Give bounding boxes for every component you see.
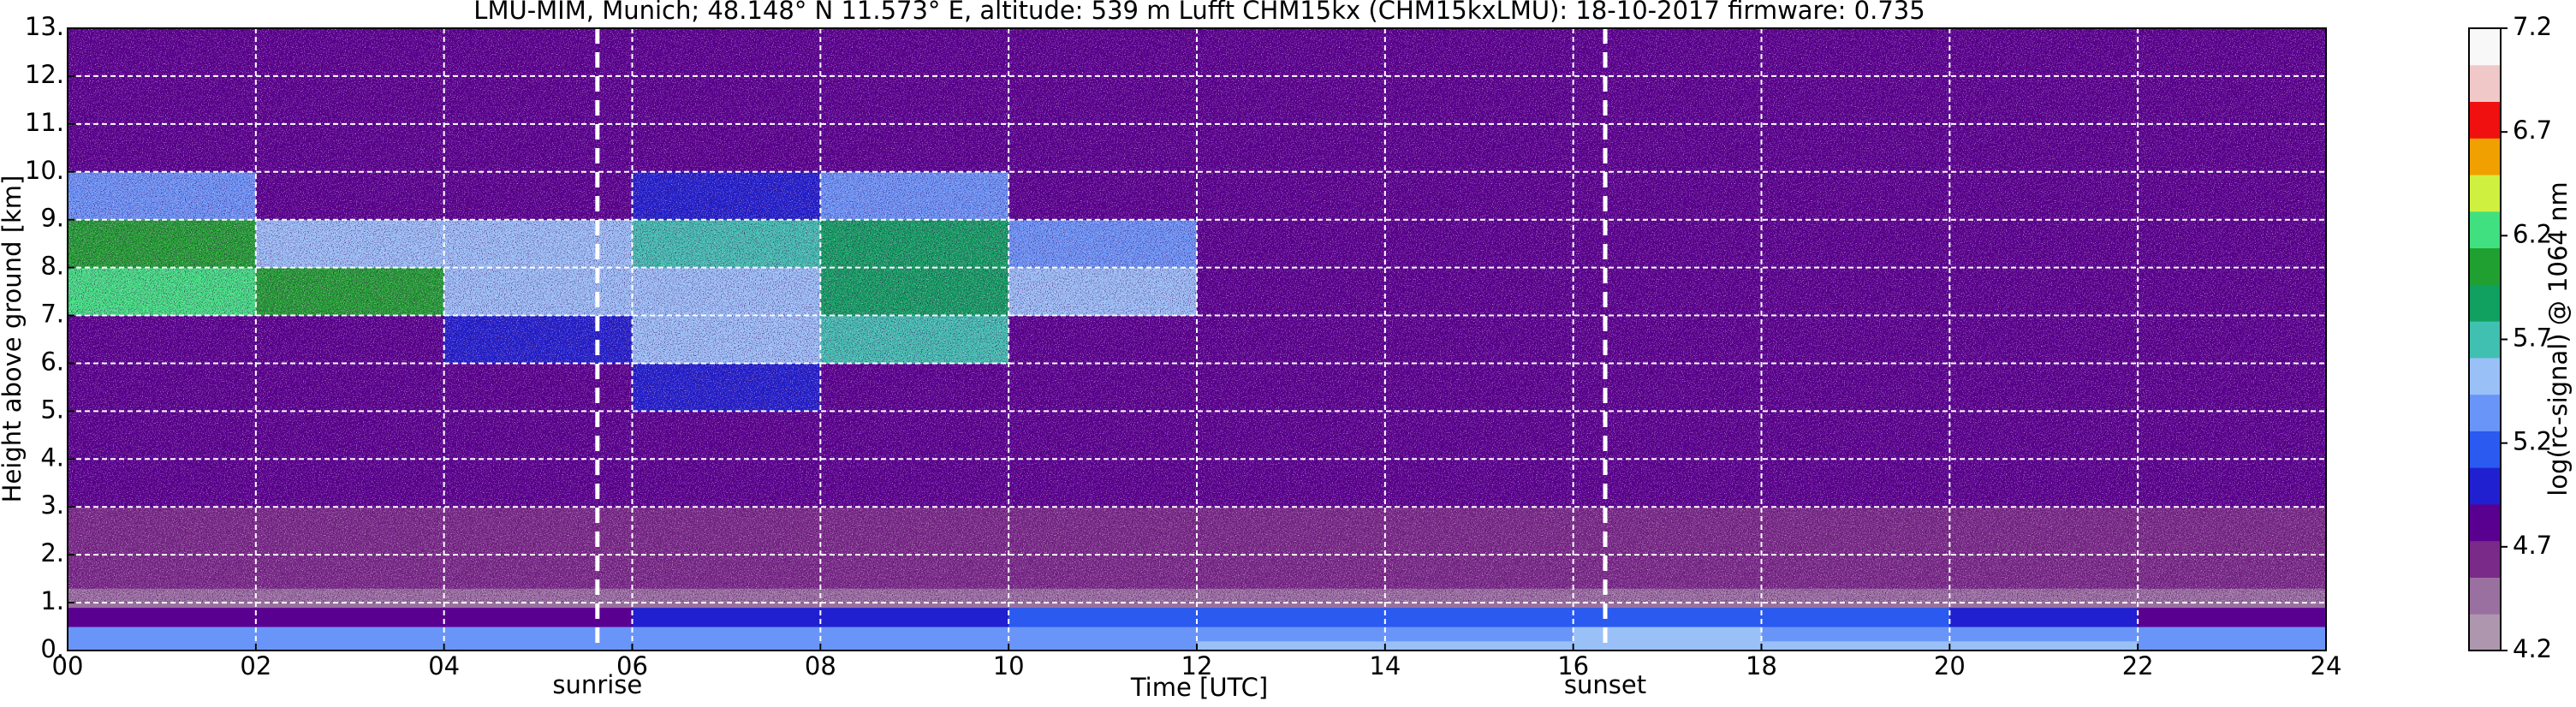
heatmap-cell <box>1197 607 1386 627</box>
heatmap-cell <box>1761 607 1950 627</box>
x-tick-label: 14 <box>1369 651 1401 680</box>
colorbar-swatch <box>2469 64 2501 103</box>
heatmap-cell <box>1197 627 1386 642</box>
heatmap-cell <box>2138 607 2326 627</box>
heatmap-cell <box>2138 640 2326 651</box>
heatmap-cell <box>1384 640 1574 651</box>
y-tick-label: 8. <box>40 252 64 281</box>
colorbar-swatch <box>2469 540 2501 578</box>
heatmap-cell <box>632 640 821 651</box>
colorbar-tick-label: 4.2 <box>2513 634 2552 663</box>
x-tick-label: 08 <box>805 651 836 680</box>
y-tick-label: 10. <box>25 156 64 185</box>
colorbar-swatch <box>2469 321 2501 359</box>
x-axis-label: Time [UTC] <box>1130 673 1268 702</box>
colorbar-swatch <box>2469 357 2501 395</box>
colorbar-swatch <box>2469 138 2501 175</box>
colorbar-swatch <box>2469 175 2501 212</box>
heatmap-cell <box>1761 627 1950 642</box>
heatmap-cell <box>68 640 257 651</box>
heatmap-cell <box>2138 627 2326 642</box>
y-tick-label: 5. <box>40 395 64 424</box>
heatmap-cell <box>443 607 633 627</box>
x-tick-label: 22 <box>2122 651 2154 680</box>
y-tick-label: 4. <box>40 443 64 472</box>
heatmap-cell <box>1197 640 1386 651</box>
y-tick-label: 6. <box>40 347 64 376</box>
heatmap-cell <box>1573 607 1762 627</box>
heatmap-cell <box>443 627 633 642</box>
heatmap-cell <box>820 640 1009 651</box>
heatmap-cell <box>1008 607 1198 627</box>
heatmap-cell <box>632 607 821 627</box>
heatmap-cell <box>1008 627 1198 642</box>
colorbar-swatch <box>2469 503 2501 542</box>
plot-frame <box>67 27 2327 651</box>
heatmap-cell <box>1573 640 1762 651</box>
colorbar-tick-label: 5.2 <box>2513 427 2552 456</box>
x-tick-label: 00 <box>52 651 84 680</box>
y-tick-label: 9. <box>40 204 64 233</box>
colorbar-tick-label: 6.2 <box>2513 219 2552 248</box>
y-tick-label: 2. <box>40 538 64 567</box>
colorbar-swatch <box>2469 577 2501 615</box>
heatmap-cell <box>68 607 257 627</box>
heatmap-cell <box>1384 607 1574 627</box>
overlay <box>67 27 2327 651</box>
x-tick-label: 04 <box>428 651 460 680</box>
heatmap-cell <box>443 640 633 651</box>
x-tick-label: 06 <box>616 651 648 680</box>
y-tick-label: 13. <box>25 12 64 41</box>
colorbar-swatch <box>2469 431 2501 468</box>
x-tick-label: 10 <box>993 651 1025 680</box>
annotation-label: sunrise <box>552 670 642 699</box>
colorbar-swatch <box>2469 467 2501 505</box>
colorbar-tick-label: 7.2 <box>2513 12 2552 41</box>
y-tick-label: 1. <box>40 586 64 615</box>
x-tick-label: 12 <box>1181 651 1213 680</box>
x-tick-label: 24 <box>2311 651 2342 680</box>
y-tick-label: 3. <box>40 490 64 520</box>
colorbar-tick-label: 5.7 <box>2513 324 2552 353</box>
heatmap-cell <box>1949 640 2139 651</box>
y-tick-label: 12. <box>25 60 64 89</box>
y-tick-label: 0. <box>40 634 64 663</box>
heatmap-cell <box>1384 627 1574 642</box>
x-tick-label: 02 <box>240 651 271 680</box>
heatmap-cell <box>820 627 1009 642</box>
heatmap-cell <box>255 607 445 627</box>
x-tick-label: 16 <box>1557 651 1589 680</box>
x-tick-label: 20 <box>1934 651 1966 680</box>
heatmap-cell <box>1949 627 2139 642</box>
colorbar-label: log(rc-signal) @ 1064 nm <box>2543 181 2573 496</box>
heatmap-cell <box>820 607 1009 627</box>
colorbar-swatch <box>2469 211 2501 249</box>
colorbar-swatch <box>2469 247 2501 285</box>
colorbar-swatch <box>2469 284 2501 322</box>
y-tick-label: 7. <box>40 300 64 329</box>
heatmap-cell <box>1761 640 1950 651</box>
heatmap-cell <box>632 627 821 642</box>
colorbar-tick-label: 4.7 <box>2513 531 2552 560</box>
x-tick-label: 18 <box>1746 651 1777 680</box>
heatmap-cell <box>1949 607 2139 627</box>
colorbar-swatch <box>2469 614 2501 651</box>
annotation-label: sunset <box>1564 670 1646 699</box>
colorbar-swatch <box>2469 394 2501 431</box>
heatmap-cell <box>68 627 257 642</box>
y-axis-label: Height above ground [km] <box>0 175 27 503</box>
colorbar-swatch <box>2469 101 2501 139</box>
heatmap-cell <box>1573 627 1762 642</box>
heatmap-cell <box>255 640 445 651</box>
colorbar-tick-label: 6.7 <box>2513 116 2552 145</box>
chart-title: LMU-MIM, Munich; 48.148° N 11.573° E, al… <box>473 0 1925 25</box>
heatmap-cell <box>1008 640 1198 651</box>
heatmap-cell <box>255 627 445 642</box>
colorbar-swatch <box>2469 28 2501 66</box>
y-tick-label: 11. <box>25 108 64 137</box>
